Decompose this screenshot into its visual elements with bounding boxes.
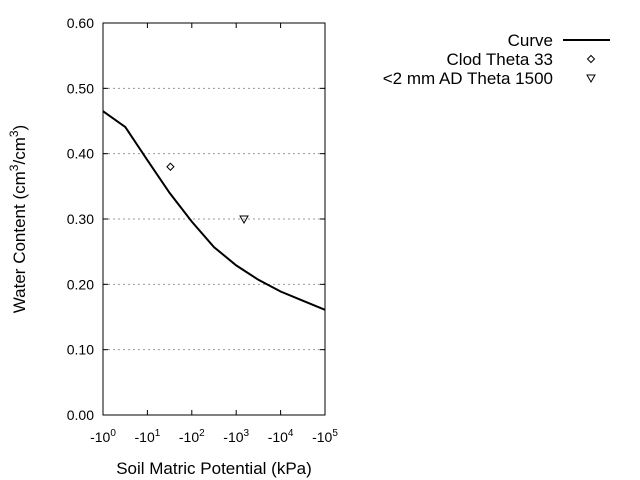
x-tick-label: -104 [268,428,294,445]
y-tick-label: 0.40 [67,146,94,162]
x-tick-label: -100 [90,428,116,445]
curve-line [102,110,326,311]
y-axis-label: Water Content (cm3/cm3) [7,125,29,313]
y-tick-label: 0.30 [67,211,94,227]
legend-marker-diamond [586,54,596,64]
legend-label: <2 mm AD Theta 1500 [383,69,553,88]
x-axis: -100 -101 -102 -103 -104 -105 [90,23,338,445]
y-tick-label: 0.20 [67,276,94,292]
x-axis-label: Soil Matric Potential (kPa) [116,459,312,478]
legend-label: Curve [508,31,553,50]
legend-marker-triangle-down [586,74,596,84]
data-point-diamond [166,162,175,171]
y-tick-label: 0.10 [67,342,94,358]
y-tick-label: 0.00 [67,407,94,423]
x-tick-label: -105 [312,428,338,445]
data-point-triangle-down [239,215,249,225]
x-tick-label: -101 [135,428,161,445]
x-tick-label: -102 [179,428,205,445]
y-tick-label: 0.60 [67,15,94,31]
x-tick-label: -103 [223,428,249,445]
y-axis: 0.00 0.10 0.20 0.30 0.40 0.50 0.60 [67,15,325,423]
grid-lines [103,87,325,351]
y-tick-label: 0.50 [67,80,94,96]
legend-label: Clod Theta 33 [447,50,553,69]
series-layer [102,110,326,311]
